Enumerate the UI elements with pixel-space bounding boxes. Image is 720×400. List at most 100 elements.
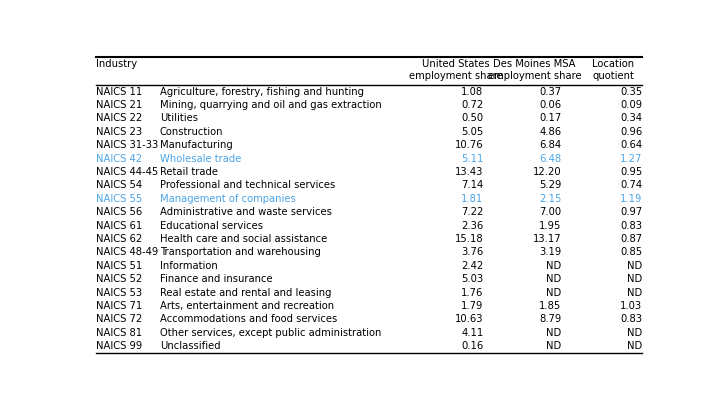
Text: Agriculture, forestry, fishing and hunting: Agriculture, forestry, fishing and hunti…: [160, 87, 364, 97]
Text: 5.29: 5.29: [539, 180, 562, 190]
Text: NAICS 99: NAICS 99: [96, 341, 142, 351]
Text: Transportation and warehousing: Transportation and warehousing: [160, 248, 320, 258]
Text: 1.08: 1.08: [462, 87, 483, 97]
Text: 10.76: 10.76: [455, 140, 483, 150]
Text: ND: ND: [546, 274, 562, 284]
Text: ND: ND: [546, 328, 562, 338]
Text: ND: ND: [546, 288, 562, 298]
Text: 15.18: 15.18: [455, 234, 483, 244]
Text: ND: ND: [546, 261, 562, 271]
Text: NAICS 56: NAICS 56: [96, 207, 142, 217]
Text: NAICS 61: NAICS 61: [96, 221, 142, 231]
Text: ND: ND: [627, 288, 642, 298]
Text: Administrative and waste services: Administrative and waste services: [160, 207, 332, 217]
Text: 0.06: 0.06: [539, 100, 562, 110]
Text: Finance and insurance: Finance and insurance: [160, 274, 272, 284]
Text: 0.50: 0.50: [462, 114, 483, 124]
Text: 7.22: 7.22: [461, 207, 483, 217]
Text: United States
employment share: United States employment share: [409, 59, 503, 82]
Text: 10.63: 10.63: [455, 314, 483, 324]
Text: Des Moines MSA
employment share: Des Moines MSA employment share: [488, 59, 582, 82]
Text: Educational services: Educational services: [160, 221, 263, 231]
Text: 2.42: 2.42: [461, 261, 483, 271]
Text: Unclassified: Unclassified: [160, 341, 220, 351]
Text: 7.14: 7.14: [461, 180, 483, 190]
Text: Construction: Construction: [160, 127, 223, 137]
Text: 0.95: 0.95: [620, 167, 642, 177]
Text: 13.17: 13.17: [533, 234, 562, 244]
Text: NAICS 71: NAICS 71: [96, 301, 142, 311]
Text: 7.00: 7.00: [539, 207, 562, 217]
Text: NAICS 48-49: NAICS 48-49: [96, 248, 158, 258]
Text: 1.76: 1.76: [461, 288, 483, 298]
Text: 0.72: 0.72: [461, 100, 483, 110]
Text: NAICS 62: NAICS 62: [96, 234, 142, 244]
Text: NAICS 72: NAICS 72: [96, 314, 142, 324]
Text: 0.96: 0.96: [620, 127, 642, 137]
Text: Other services, except public administration: Other services, except public administra…: [160, 328, 381, 338]
Text: 0.74: 0.74: [621, 180, 642, 190]
Text: NAICS 54: NAICS 54: [96, 180, 142, 190]
Text: Mining, quarrying and oil and gas extraction: Mining, quarrying and oil and gas extrac…: [160, 100, 382, 110]
Text: Real estate and rental and leasing: Real estate and rental and leasing: [160, 288, 331, 298]
Text: 0.87: 0.87: [621, 234, 642, 244]
Text: 1.19: 1.19: [620, 194, 642, 204]
Text: Industry: Industry: [96, 59, 137, 69]
Text: ND: ND: [546, 341, 562, 351]
Text: 0.83: 0.83: [621, 314, 642, 324]
Text: NAICS 23: NAICS 23: [96, 127, 142, 137]
Text: Accommodations and food services: Accommodations and food services: [160, 314, 337, 324]
Text: 5.11: 5.11: [461, 154, 483, 164]
Text: 5.03: 5.03: [462, 274, 483, 284]
Text: Management of companies: Management of companies: [160, 194, 295, 204]
Text: ND: ND: [627, 274, 642, 284]
Text: 12.20: 12.20: [533, 167, 562, 177]
Text: 3.76: 3.76: [461, 248, 483, 258]
Text: 0.16: 0.16: [461, 341, 483, 351]
Text: NAICS 81: NAICS 81: [96, 328, 142, 338]
Text: 0.83: 0.83: [621, 221, 642, 231]
Text: Manufacturing: Manufacturing: [160, 140, 233, 150]
Text: 6.84: 6.84: [539, 140, 562, 150]
Text: Health care and social assistance: Health care and social assistance: [160, 234, 327, 244]
Text: 1.81: 1.81: [461, 194, 483, 204]
Text: 0.85: 0.85: [621, 248, 642, 258]
Text: NAICS 22: NAICS 22: [96, 114, 142, 124]
Text: NAICS 11: NAICS 11: [96, 87, 142, 97]
Text: ND: ND: [627, 341, 642, 351]
Text: NAICS 42: NAICS 42: [96, 154, 142, 164]
Text: Professional and technical services: Professional and technical services: [160, 180, 335, 190]
Text: ND: ND: [627, 328, 642, 338]
Text: Location
quotient: Location quotient: [593, 59, 634, 82]
Text: 1.79: 1.79: [461, 301, 483, 311]
Text: ND: ND: [627, 261, 642, 271]
Text: 2.36: 2.36: [461, 221, 483, 231]
Text: 3.19: 3.19: [539, 248, 562, 258]
Text: 2.15: 2.15: [539, 194, 562, 204]
Text: NAICS 51: NAICS 51: [96, 261, 142, 271]
Text: 1.03: 1.03: [621, 301, 642, 311]
Text: 0.97: 0.97: [620, 207, 642, 217]
Text: 0.64: 0.64: [621, 140, 642, 150]
Text: NAICS 21: NAICS 21: [96, 100, 142, 110]
Text: 6.48: 6.48: [539, 154, 562, 164]
Text: Wholesale trade: Wholesale trade: [160, 154, 241, 164]
Text: NAICS 53: NAICS 53: [96, 288, 142, 298]
Text: 1.85: 1.85: [539, 301, 562, 311]
Text: 0.34: 0.34: [621, 114, 642, 124]
Text: Arts, entertainment and recreation: Arts, entertainment and recreation: [160, 301, 334, 311]
Text: 4.11: 4.11: [461, 328, 483, 338]
Text: 5.05: 5.05: [461, 127, 483, 137]
Text: Retail trade: Retail trade: [160, 167, 217, 177]
Text: Utilities: Utilities: [160, 114, 198, 124]
Text: 8.79: 8.79: [539, 314, 562, 324]
Text: NAICS 52: NAICS 52: [96, 274, 142, 284]
Text: 1.27: 1.27: [620, 154, 642, 164]
Text: 0.09: 0.09: [621, 100, 642, 110]
Text: 0.35: 0.35: [621, 87, 642, 97]
Text: NAICS 44-45: NAICS 44-45: [96, 167, 158, 177]
Text: 0.17: 0.17: [539, 114, 562, 124]
Text: 13.43: 13.43: [455, 167, 483, 177]
Text: NAICS 55: NAICS 55: [96, 194, 142, 204]
Text: NAICS 31-33: NAICS 31-33: [96, 140, 158, 150]
